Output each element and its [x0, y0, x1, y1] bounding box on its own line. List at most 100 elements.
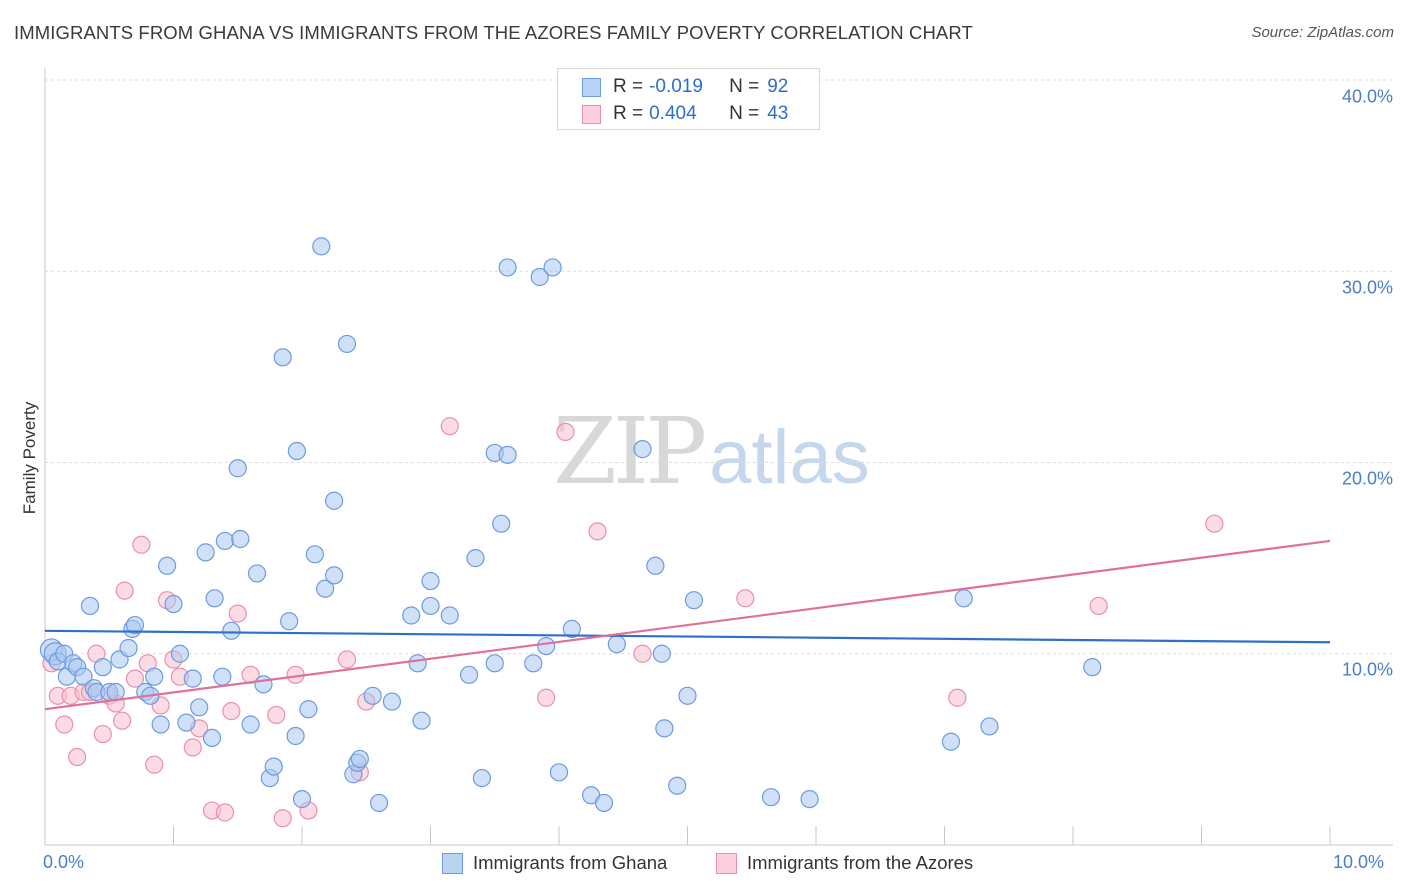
ghana-point — [498, 445, 517, 464]
ghana-point — [954, 589, 973, 608]
ghana-point — [74, 667, 93, 686]
ghana-point — [93, 658, 112, 677]
azores-point — [183, 738, 202, 757]
ghana-point — [231, 529, 250, 549]
ghana-point — [530, 267, 549, 287]
ghana-point — [363, 686, 382, 705]
ghana-point — [382, 692, 402, 711]
ghana-point — [408, 654, 427, 673]
ghana-points — [39, 237, 1102, 813]
ghana-point — [472, 768, 491, 788]
ghana-point — [325, 491, 344, 510]
ghana-point — [402, 606, 421, 625]
ghana-point — [633, 440, 652, 459]
ghana-point — [287, 441, 306, 461]
ghana-point — [549, 763, 569, 782]
ghana-point — [524, 654, 543, 673]
bottom-legend-azores: Immigrants from the Azores — [716, 852, 973, 874]
ghana-point — [312, 237, 331, 256]
azores-point — [948, 688, 967, 707]
ghana-point — [190, 698, 209, 717]
azores-point — [556, 422, 575, 441]
ghana-point — [466, 549, 485, 568]
ghana-point — [164, 594, 183, 614]
azores-point — [125, 669, 145, 688]
azores-point — [222, 702, 241, 721]
ghana-legend-swatch — [442, 852, 463, 874]
azores-point — [132, 535, 151, 554]
ghana-point — [646, 556, 665, 575]
azores-point — [93, 724, 112, 744]
ghana-point — [228, 459, 247, 478]
azores-point — [112, 711, 132, 730]
y-axis-label: Family Poverty — [20, 401, 39, 515]
ghana-swatch — [582, 77, 601, 97]
ghana-point — [980, 717, 999, 736]
ghana-point — [594, 793, 614, 813]
ghana-point — [299, 700, 318, 719]
ghana-point — [421, 596, 440, 616]
ghana-point — [280, 612, 299, 631]
ghana-point — [215, 531, 234, 551]
ghana-point — [80, 596, 100, 616]
azores-points — [42, 417, 1224, 828]
ghana-point — [241, 715, 260, 734]
legend-row-ghana: R = -0.019 N = 92 — [582, 74, 788, 100]
legend-n-value: 43 — [767, 103, 789, 124]
azores-point — [537, 688, 556, 707]
ghana-point — [537, 636, 556, 656]
ghana-legend-label: Immigrants from Ghana — [473, 852, 668, 873]
azores-swatch — [582, 104, 601, 124]
azores-point — [273, 809, 292, 828]
ghana-point — [125, 615, 145, 635]
ghana-point — [213, 667, 232, 686]
ghana-point — [292, 789, 312, 809]
legend-n-value: 92 — [767, 76, 789, 97]
x-tick-label-max: 10.0% — [1333, 852, 1385, 872]
azores-point — [215, 803, 234, 822]
ghana-point — [412, 711, 431, 730]
axes — [44, 68, 1393, 846]
ghana-point — [222, 621, 241, 640]
ghana-point — [286, 726, 305, 746]
ghana-point — [498, 258, 517, 277]
ghana-point — [205, 589, 224, 608]
ghana-point — [421, 571, 440, 591]
ghana-point — [273, 348, 292, 367]
ghana-point — [370, 793, 389, 813]
azores-point — [1205, 514, 1224, 533]
ghana-point — [800, 789, 819, 809]
ghana-point — [350, 749, 369, 769]
azores-point — [337, 650, 357, 669]
azores-point — [736, 589, 755, 608]
legend-r-value: -0.019 — [649, 76, 703, 97]
azores-point — [588, 522, 607, 541]
y-tick-label-10: 10.0% — [1341, 659, 1393, 680]
legend-r-label: R = — [613, 76, 644, 97]
ghana-point — [183, 669, 202, 688]
azores-point — [633, 644, 652, 663]
azores-point — [68, 747, 87, 767]
azores-point — [145, 755, 164, 774]
ghana-point — [459, 665, 479, 684]
ghana-point — [177, 713, 196, 732]
azores-point — [1089, 596, 1108, 616]
ghana-point — [145, 667, 164, 686]
y-tick-label-30: 30.0% — [1341, 277, 1393, 298]
ghana-point — [254, 675, 273, 694]
source-label: Source: ZipAtlas.com — [1251, 24, 1394, 41]
azores-point — [228, 604, 247, 623]
ghana-trend-line — [44, 629, 1331, 644]
ghana-point — [562, 619, 581, 638]
ghana-point — [157, 556, 177, 575]
ghana-point — [325, 566, 344, 585]
ghana-point — [941, 732, 961, 751]
y-tick-label-40: 40.0% — [1341, 86, 1393, 107]
azores-point — [267, 705, 286, 725]
x-tick-label-min: 0.0% — [43, 852, 85, 872]
ghana-point — [678, 686, 697, 705]
ghana-point — [440, 606, 459, 625]
stats-legend: R = -0.019 N = 92 R = 0.404 N = 43 — [557, 68, 820, 130]
legend-r-label: R = — [613, 103, 644, 124]
